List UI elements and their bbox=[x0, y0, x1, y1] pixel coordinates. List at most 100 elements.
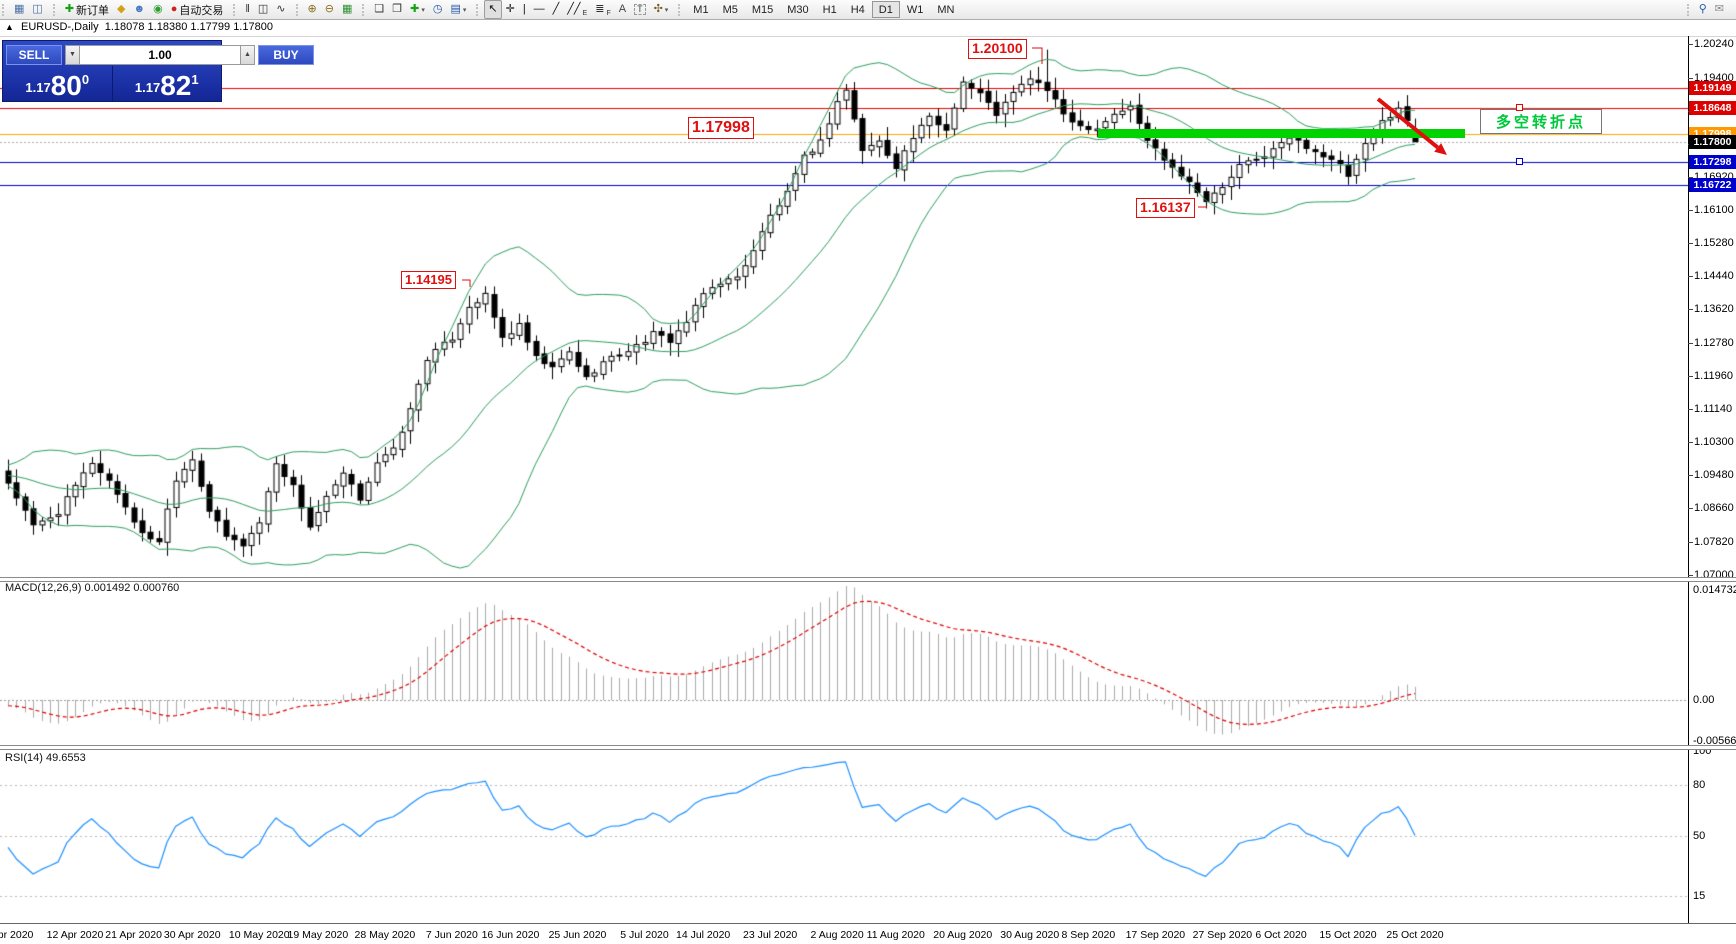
macd-pane-separator[interactable] bbox=[0, 577, 1736, 582]
vertical-line-icon[interactable]: | bbox=[519, 0, 530, 19]
candlestick-icon: ◫ bbox=[257, 3, 269, 15]
rsi-pane-canvas[interactable] bbox=[0, 747, 1688, 923]
price-callout-label[interactable]: 1.17998 bbox=[688, 117, 754, 139]
tf-m1[interactable]: M1 bbox=[693, 3, 709, 16]
charts-grid-icon[interactable]: ▦ bbox=[10, 0, 28, 19]
date-label: 28 May 2020 bbox=[354, 929, 416, 941]
text-label-icon[interactable]: T bbox=[630, 0, 650, 19]
templates-icon[interactable]: ▤ ▾ bbox=[446, 0, 470, 19]
price-badge: 1.19149 bbox=[1689, 80, 1736, 95]
tf-d1[interactable]: D1 bbox=[871, 1, 900, 18]
price-callout-label[interactable]: 1.20100 bbox=[968, 39, 1027, 59]
equidistant-channel-icon[interactable]: ╱╱ E bbox=[563, 0, 591, 19]
periods-icon[interactable]: ◷ bbox=[429, 0, 447, 19]
price-chart-canvas[interactable] bbox=[0, 36, 1688, 577]
volume-input[interactable] bbox=[80, 44, 240, 65]
price-tick-label: 1.14440 bbox=[1688, 270, 1734, 283]
date-label: 2 Aug 2020 bbox=[810, 929, 864, 941]
horizontal-line-icon[interactable]: — bbox=[530, 0, 549, 19]
one-click-trading-panel: SELL ▼ ▲ BUY 1.17 80 0 1.17 82 1 bbox=[2, 40, 314, 102]
rsi-indicator-label: RSI(14) 49.6553 bbox=[5, 752, 86, 764]
date-label: 12 Apr 2020 bbox=[46, 929, 104, 941]
tf-m30[interactable]: M30 bbox=[787, 3, 809, 16]
date-label: 16 Jun 2020 bbox=[481, 929, 540, 941]
tf-h4[interactable]: H4 bbox=[850, 3, 865, 16]
price-tick-label: 1.10300 bbox=[1688, 436, 1734, 449]
tile-windows-icon[interactable]: ▦ bbox=[338, 0, 356, 19]
date-label: 5 Jul 2020 bbox=[620, 929, 669, 941]
add-chart-icon[interactable]: ✚ ▾ bbox=[406, 0, 429, 19]
cursor-icon[interactable]: ↖ bbox=[484, 0, 502, 19]
support-band-annotation[interactable] bbox=[1098, 129, 1465, 138]
chat-icon[interactable]: ✉ bbox=[1711, 0, 1728, 19]
sell-button[interactable]: SELL bbox=[6, 44, 62, 65]
price-tick-label: 1.20240 bbox=[1688, 38, 1734, 50]
rsi-value: 49.6553 bbox=[45, 752, 86, 764]
arrows-icon[interactable]: ✣ ▾ bbox=[650, 0, 673, 19]
volume-increase-button[interactable]: ▲ bbox=[240, 44, 255, 65]
fibonacci-icon[interactable]: ≣ F bbox=[591, 0, 615, 19]
rsi-pane-separator[interactable] bbox=[0, 745, 1736, 750]
tf-w1[interactable]: W1 bbox=[906, 3, 924, 16]
autotrading-button[interactable]: ● 自动交易 bbox=[167, 0, 228, 19]
community-icon: ☻ bbox=[133, 3, 146, 15]
candlestick-icon[interactable]: ◫ bbox=[254, 0, 272, 19]
volume-decrease-button[interactable]: ▼ bbox=[65, 44, 80, 65]
search-icon[interactable]: ⚲ bbox=[1695, 0, 1711, 19]
toolbar-group-drawing: ↖ ✛ | — ╱ ╱╱ E ≣ F A T ✣ ▾ bbox=[474, 0, 676, 19]
styler-icon: ◆ bbox=[117, 3, 126, 15]
tf-m15[interactable]: M15 bbox=[751, 3, 774, 16]
zoom-in-icon[interactable]: ⊕ bbox=[304, 0, 321, 19]
sell-price[interactable]: 1.17 80 0 bbox=[3, 66, 113, 101]
bar-chart-icon[interactable]: ‖ bbox=[241, 0, 254, 19]
date-label: 30 Apr 2020 bbox=[163, 929, 221, 941]
zoom-out-icon[interactable]: ⊖ bbox=[321, 0, 338, 19]
turning-point-label[interactable]: 多空转折点 bbox=[1480, 109, 1602, 134]
crosshair-icon[interactable]: ✛ bbox=[502, 0, 519, 19]
tf-h1[interactable]: H1 bbox=[822, 3, 837, 16]
price-tick-label: 1.13620 bbox=[1688, 303, 1734, 316]
buy-button[interactable]: BUY bbox=[258, 44, 314, 65]
styler-icon[interactable]: ◆ bbox=[113, 0, 129, 19]
macd-indicator-label: MACD(12,26,9) 0.001492 0.000760 bbox=[5, 582, 180, 594]
volume-stepper: ▼ ▲ bbox=[65, 44, 255, 65]
symbol-timeframe-label: EURUSD-,Daily bbox=[20, 21, 99, 33]
price-tick-label: 1.15280 bbox=[1688, 236, 1734, 249]
track-chart-icon[interactable]: ❐ bbox=[388, 0, 406, 19]
auto-arrange-icon: ❏ bbox=[374, 3, 385, 15]
chart-preview-icon[interactable]: ◫ bbox=[28, 0, 46, 19]
collapse-triangle-icon[interactable]: ▲ bbox=[5, 22, 14, 32]
price-callout-label[interactable]: 1.14195 bbox=[401, 271, 456, 290]
chart-preview-icon: ◫ bbox=[32, 3, 43, 15]
rsi-scale-label: 80 bbox=[1693, 779, 1706, 791]
date-label: 23 Jul 2020 bbox=[742, 929, 798, 941]
price-callout-label[interactable]: 1.16137 bbox=[1136, 198, 1195, 218]
vertical-line-icon: | bbox=[522, 3, 526, 15]
add-chart-icon: ✚ bbox=[410, 3, 420, 15]
date-label: 1 Apr 2020 bbox=[0, 929, 34, 941]
macd-pane-canvas[interactable] bbox=[0, 577, 1688, 747]
trendline-icon[interactable]: ╱ bbox=[549, 0, 564, 19]
line-chart-icon[interactable]: ∿ bbox=[272, 0, 289, 19]
price-tick-label: 1.16100 bbox=[1688, 203, 1734, 216]
text-icon[interactable]: A bbox=[615, 0, 630, 19]
fibonacci-icon: ≣ bbox=[595, 3, 605, 15]
price-badge: 1.18648 bbox=[1689, 100, 1736, 115]
date-label: 21 Apr 2020 bbox=[105, 929, 162, 941]
date-label: 8 Sep 2020 bbox=[1061, 929, 1116, 941]
signals-icon[interactable]: ◉ bbox=[149, 0, 167, 19]
periods-icon: ◷ bbox=[432, 3, 443, 15]
hline-selection-handle[interactable] bbox=[1516, 157, 1523, 165]
tf-m5[interactable]: M5 bbox=[722, 3, 738, 16]
date-label: 20 Aug 2020 bbox=[933, 929, 993, 941]
new-order-button[interactable]: ✚ 新订单 bbox=[61, 0, 113, 19]
community-icon[interactable]: ☻ bbox=[130, 0, 150, 19]
hline-selection-handle[interactable] bbox=[1516, 103, 1523, 111]
buy-price[interactable]: 1.17 82 1 bbox=[134, 69, 199, 101]
price-axis-line bbox=[1688, 36, 1689, 923]
add-chart-icon-caret: ▾ bbox=[421, 6, 425, 14]
date-label: 17 Sep 2020 bbox=[1125, 929, 1186, 941]
tf-mn[interactable]: MN bbox=[937, 3, 955, 16]
auto-arrange-icon[interactable]: ❏ bbox=[370, 0, 388, 19]
date-label: 27 Sep 2020 bbox=[1192, 929, 1253, 941]
